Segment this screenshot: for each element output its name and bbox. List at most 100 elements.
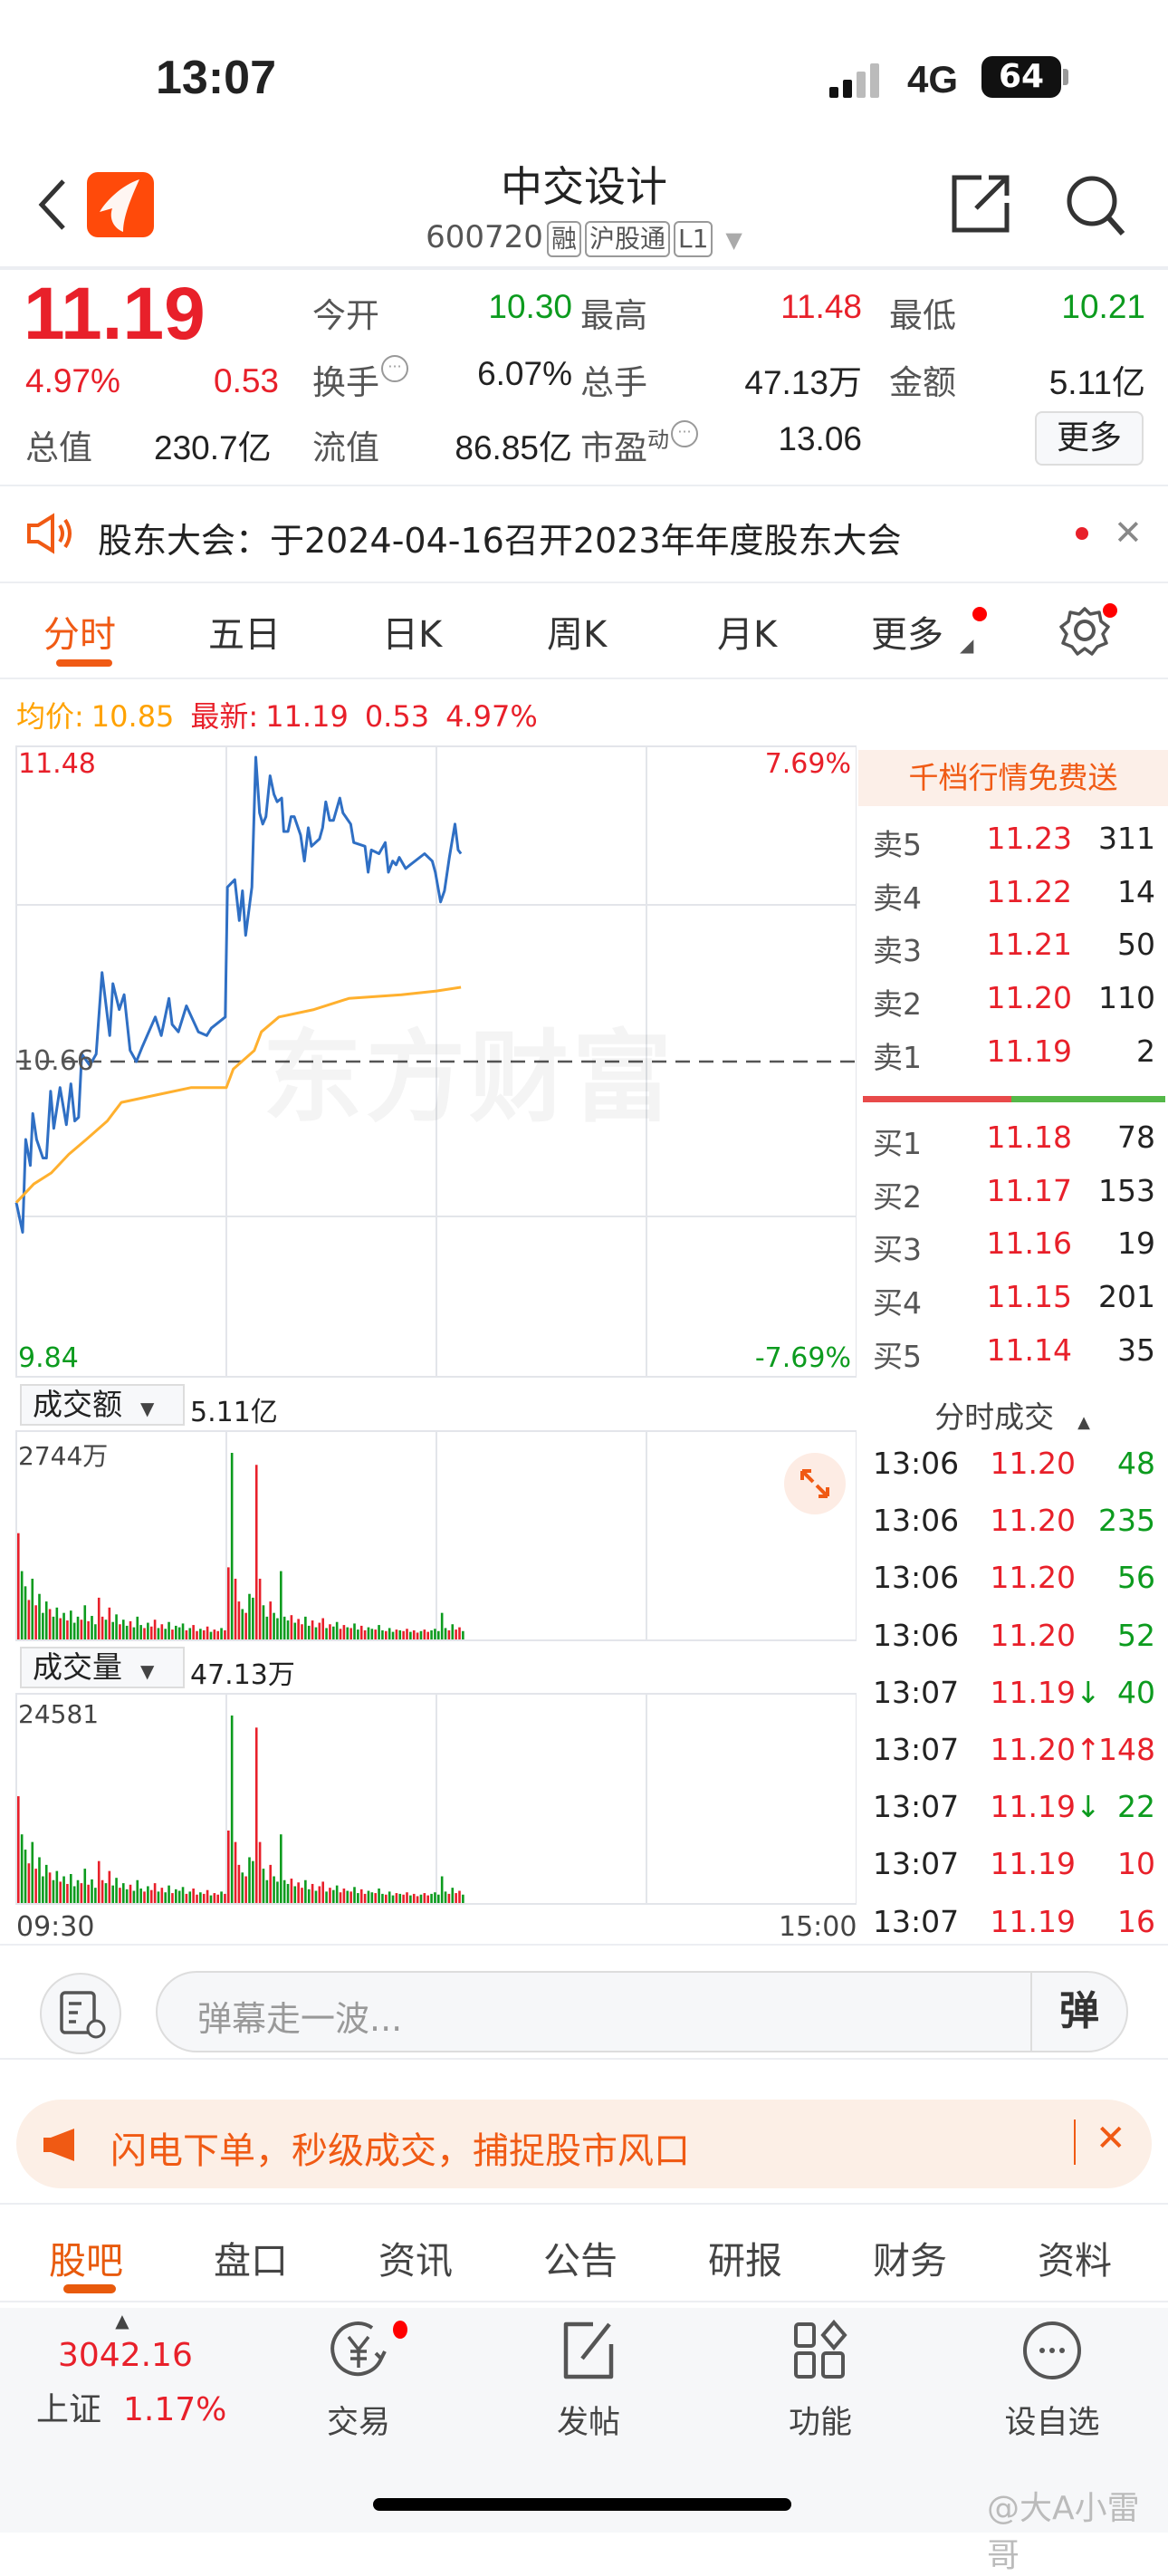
bid-row[interactable]: 买5 11.14 35 <box>857 1325 1168 1378</box>
bottom-tab-4[interactable]: 研报 <box>708 2239 782 2283</box>
tab-chart-0[interactable]: 分时 <box>43 614 116 656</box>
ad-close-icon[interactable]: ✕ <box>1096 2118 1126 2159</box>
volume-bar <box>374 1893 377 1903</box>
promo-banner[interactable]: 千档行情免费送 <box>858 750 1168 806</box>
volume-bar <box>62 1876 65 1903</box>
tab-chart-5[interactable]: 更多 <box>871 614 943 656</box>
volume-bar <box>80 1883 83 1903</box>
volume-bar <box>224 1893 226 1903</box>
tab-chart-1[interactable]: 五日 <box>208 614 281 656</box>
bid-row[interactable]: 买3 11.16 19 <box>857 1218 1168 1271</box>
level-price: 11.19 <box>986 1033 1072 1069</box>
tick-volume: 235 <box>1098 1503 1155 1539</box>
x-start-label: 09:30 <box>16 1911 95 1943</box>
nav-functions[interactable]: 功能 <box>739 2319 902 2443</box>
volume-bar <box>72 1886 76 1903</box>
arrow-down-icon: ↓ <box>1076 1674 1101 1710</box>
share-icon[interactable] <box>951 174 1010 237</box>
level-label: 买4 <box>873 1285 922 1322</box>
amount-bar <box>280 1571 282 1639</box>
tick-time: 13:06 <box>873 1446 960 1481</box>
megaphone-icon <box>43 2129 74 2161</box>
ask-row[interactable]: 卖2 11.20 110 <box>857 973 1168 1025</box>
danmaku-settings-button[interactable] <box>40 1973 121 2054</box>
volume-bar <box>164 1892 167 1903</box>
tab-chart-3[interactable]: 周K <box>547 614 608 656</box>
ad-banner[interactable]: 闪电下单，秒级成交，捕捉股市风口 ✕ <box>16 2100 1152 2188</box>
tab-chart-4[interactable]: 月K <box>717 614 778 656</box>
tick-row: 13:06 11.20 56 <box>857 1552 1168 1607</box>
notice-text[interactable]: 股东大会：于2024-04-16召开2023年年度股东大会 <box>98 521 902 561</box>
back-button[interactable] <box>36 178 69 235</box>
tick-volume: 56 <box>1117 1560 1155 1596</box>
tick-price: 11.20 <box>990 1560 1076 1596</box>
amount-bar <box>307 1625 311 1639</box>
bid-row[interactable]: 买4 11.15 201 <box>857 1272 1168 1324</box>
app-logo[interactable] <box>87 172 154 237</box>
bottom-tab-6[interactable]: 资料 <box>1038 2239 1112 2283</box>
amount-bar <box>314 1627 318 1639</box>
volume-bar <box>398 1893 402 1903</box>
danmaku-input[interactable]: 弹幕走一波... 弹 <box>156 1971 1128 2052</box>
bottom-tab-5[interactable]: 财务 <box>873 2239 947 2283</box>
amount-bar <box>234 1578 237 1639</box>
more-button[interactable]: 更多 <box>1035 411 1144 466</box>
amount-panel-selector[interactable]: 成交额 ▼ <box>20 1384 185 1426</box>
volume-bar <box>91 1879 93 1903</box>
divider <box>0 1944 1168 1946</box>
ask-row[interactable]: 卖4 11.22 14 <box>857 867 1168 919</box>
amount-bar <box>220 1628 223 1639</box>
ticks-header[interactable]: 分时成交 ▲ <box>857 1393 1168 1437</box>
volume-bar <box>314 1890 318 1903</box>
ask-row[interactable]: 卖1 11.19 2 <box>857 1026 1168 1079</box>
divider <box>0 678 1168 679</box>
nav-trade[interactable]: 交易 <box>277 2319 440 2443</box>
volume-bar <box>143 1891 146 1903</box>
amount-bar <box>286 1620 290 1639</box>
danmaku-send-button[interactable]: 弹 <box>1030 1973 1126 2051</box>
search-icon[interactable] <box>1065 174 1128 241</box>
bottom-tab-2[interactable]: 资讯 <box>378 2239 453 2283</box>
home-indicator[interactable] <box>373 2498 791 2511</box>
ask-row[interactable]: 卖3 11.21 50 <box>857 919 1168 972</box>
volume-panel-selector[interactable]: 成交量 ▼ <box>20 1647 185 1688</box>
volume-bar <box>188 1891 192 1903</box>
volume-bar <box>402 1894 405 1903</box>
volume-bar <box>307 1889 311 1903</box>
expand-icon[interactable] <box>784 1453 846 1514</box>
amount-bar <box>216 1630 219 1639</box>
nav-add-watchlist[interactable]: 设自选 <box>971 2319 1134 2443</box>
amount-max-label: 2744万 <box>18 1441 109 1471</box>
stock-code-line[interactable]: 600720 融沪股通 L1 ▼ <box>0 219 1168 257</box>
bottom-tab-1[interactable]: 盘口 <box>214 2239 288 2283</box>
bid-row[interactable]: 买2 11.17 153 <box>857 1166 1168 1218</box>
volume-bar <box>97 1860 101 1903</box>
volume-bar <box>363 1893 367 1903</box>
info-icon[interactable]: ··· <box>671 420 698 447</box>
volume-bar <box>38 1857 41 1903</box>
nav-post[interactable]: 发帖 <box>507 2319 670 2443</box>
volume-bar <box>359 1889 363 1903</box>
field-label: 市盈动 ··· <box>580 420 698 469</box>
index-widget[interactable]: ▲ 3042.16 上证 1.17% <box>27 2310 235 2430</box>
field-label-text: 今开 <box>312 296 379 335</box>
volume-bar <box>349 1891 352 1903</box>
ask-row[interactable]: 卖5 11.23 311 <box>857 813 1168 866</box>
amount-bar <box>94 1624 97 1639</box>
info-icon[interactable]: ··· <box>381 355 408 382</box>
nav-add-watchlist-label: 设自选 <box>1004 2405 1100 2441</box>
amount-bar <box>108 1607 111 1639</box>
notice-close-icon[interactable]: ✕ <box>1114 513 1143 553</box>
tick-row: 13:07 11.19 ↓ 22 <box>857 1782 1168 1836</box>
volume-bar <box>59 1881 62 1903</box>
amount-bar <box>62 1612 65 1639</box>
chart-settings-icon[interactable] <box>1059 605 1110 659</box>
bottom-tab-3[interactable]: 公告 <box>543 2239 618 2283</box>
bottom-tab-0[interactable]: 股吧 <box>49 2239 123 2283</box>
volume-bar <box>181 1887 185 1903</box>
tab-chart-2[interactable]: 日K <box>382 614 443 656</box>
tick-price: 11.20 <box>990 1732 1076 1767</box>
volume-bar <box>213 1893 216 1903</box>
intraday-chart[interactable] <box>0 0 857 1956</box>
bid-row[interactable]: 买1 11.18 78 <box>857 1112 1168 1165</box>
